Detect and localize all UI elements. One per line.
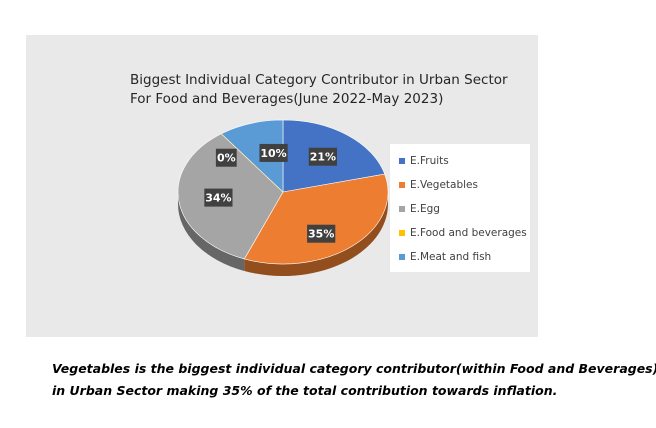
chart-title-line-2: For Food and Beverages(June 2022-May 202… bbox=[130, 91, 444, 107]
legend-item-3: E.Food and beverages bbox=[399, 227, 527, 239]
legend-swatch-0 bbox=[399, 158, 405, 164]
svg-text:35%: 35% bbox=[308, 228, 334, 241]
legend-item-4: E.Meat and fish bbox=[399, 251, 491, 263]
data-label-0: 21% bbox=[308, 147, 338, 166]
data-label-3: 0% bbox=[215, 148, 237, 167]
legend-label-4: E.Meat and fish bbox=[410, 251, 492, 263]
legend-swatch-2 bbox=[399, 206, 405, 212]
pie-side-1 bbox=[244, 192, 388, 276]
caption: Vegetables is the biggest individual cat… bbox=[52, 358, 656, 402]
svg-text:10%: 10% bbox=[260, 147, 286, 160]
legend: E.Fruits E.Vegetables E.Egg E.Food and beve… bbox=[390, 144, 530, 272]
data-label-1: 35% bbox=[307, 224, 336, 243]
legend-label-2: E.Egg bbox=[410, 203, 440, 215]
svg-text:34%: 34% bbox=[205, 192, 231, 205]
legend-item-2: E.Egg bbox=[399, 203, 440, 215]
legend-swatch-4 bbox=[399, 254, 405, 260]
legend-swatch-1 bbox=[399, 182, 405, 188]
chart-title-line-1: Biggest Individual Category Contributor … bbox=[130, 72, 508, 88]
data-label-4: 10% bbox=[259, 143, 288, 162]
caption-line-2: in Urban Sector making 35% of the total … bbox=[52, 383, 558, 398]
svg-text:0%: 0% bbox=[217, 152, 236, 165]
chart-panel: Biggest Individual Category Contributor … bbox=[26, 35, 538, 337]
caption-line-1: Vegetables is the biggest individual cat… bbox=[52, 361, 656, 376]
legend-swatch-3 bbox=[399, 230, 405, 236]
legend-label-1: E.Vegetables bbox=[410, 179, 478, 191]
legend-item-0: E.Fruits bbox=[399, 155, 449, 167]
pie-side-2 bbox=[178, 192, 245, 271]
legend-label-3: E.Food and beverages bbox=[410, 227, 527, 239]
pie-slice-1 bbox=[243, 173, 389, 265]
pie-chart: 21% 35% 34% 0% 10% bbox=[177, 119, 389, 276]
legend-label-0: E.Fruits bbox=[410, 155, 449, 167]
svg-text:21%: 21% bbox=[310, 151, 336, 164]
data-label-2: 34% bbox=[204, 188, 233, 207]
legend-item-1: E.Vegetables bbox=[399, 179, 478, 191]
chart-title: Biggest Individual Category Contributor … bbox=[130, 71, 510, 109]
pie-slice-4 bbox=[220, 119, 284, 193]
